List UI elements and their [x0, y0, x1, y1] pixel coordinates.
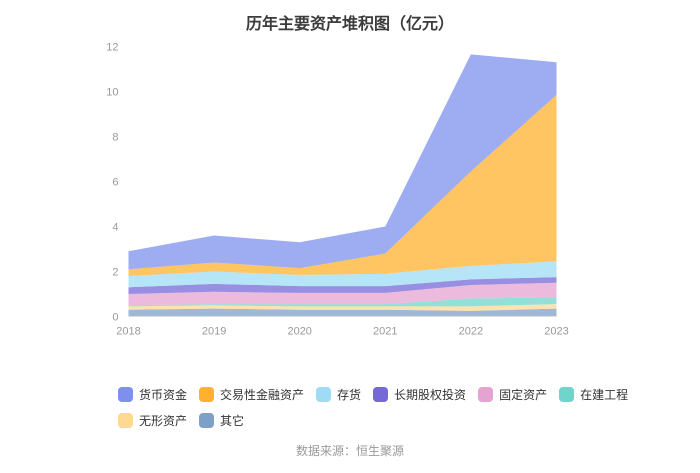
- svg-text:2021: 2021: [373, 326, 397, 338]
- legend-item-固定资产[interactable]: 固定资产: [478, 386, 547, 403]
- svg-text:4: 4: [112, 222, 118, 234]
- chart-title: 历年主要资产堆积图（亿元）: [245, 16, 454, 33]
- data-source-label: 数据来源：恒生聚源: [295, 444, 404, 458]
- chart-legend: 货币资金 交易性金融资产 存货 长期股权投资 固定资产 在建工程无形资产 其它: [118, 386, 663, 429]
- legend-item-在建工程[interactable]: 在建工程: [559, 386, 628, 403]
- legend-label: 在建工程: [580, 388, 629, 402]
- svg-text:2022: 2022: [459, 326, 483, 338]
- svg-text:8: 8: [112, 132, 118, 144]
- legend-item-无形资产[interactable]: 无形资产: [118, 412, 187, 429]
- legend-swatch: [373, 387, 389, 402]
- legend-swatch: [118, 413, 133, 428]
- legend-item-长期股权投资[interactable]: 长期股权投资: [373, 386, 466, 403]
- legend-label: 交易性金融资产: [220, 388, 305, 402]
- legend-item-交易性金融资产[interactable]: 交易性金融资产: [199, 386, 304, 403]
- svg-text:6: 6: [112, 177, 118, 189]
- legend-item-存货[interactable]: 存货: [316, 386, 361, 403]
- legend-swatch: [478, 387, 494, 402]
- legend-label: 存货: [337, 388, 362, 402]
- stacked-area-chart: 0 2 4 6 8 10 12 2018 2019 2020 2021 2022 2023: [106, 42, 568, 338]
- legend-item-其它[interactable]: 其它: [199, 412, 244, 429]
- legend-label: 其它: [220, 414, 245, 428]
- svg-text:2019: 2019: [202, 326, 226, 338]
- legend-label: 固定资产: [499, 388, 548, 402]
- svg-text:2023: 2023: [544, 326, 568, 338]
- svg-text:2: 2: [112, 267, 118, 279]
- svg-text:12: 12: [106, 42, 118, 54]
- legend-item-货币资金[interactable]: 货币资金: [118, 386, 187, 403]
- legend-label: 长期股权投资: [394, 388, 467, 402]
- svg-text:0: 0: [112, 312, 118, 324]
- svg-text:10: 10: [106, 87, 118, 99]
- legend-label: 无形资产: [139, 414, 188, 428]
- legend-label: 货币资金: [139, 388, 188, 402]
- svg-text:2018: 2018: [116, 326, 140, 338]
- svg-text:2020: 2020: [287, 326, 311, 338]
- legend-swatch: [199, 387, 215, 402]
- legend-swatch: [118, 387, 133, 402]
- legend-swatch: [559, 387, 575, 402]
- legend-swatch: [316, 387, 332, 402]
- legend-swatch: [199, 413, 215, 428]
